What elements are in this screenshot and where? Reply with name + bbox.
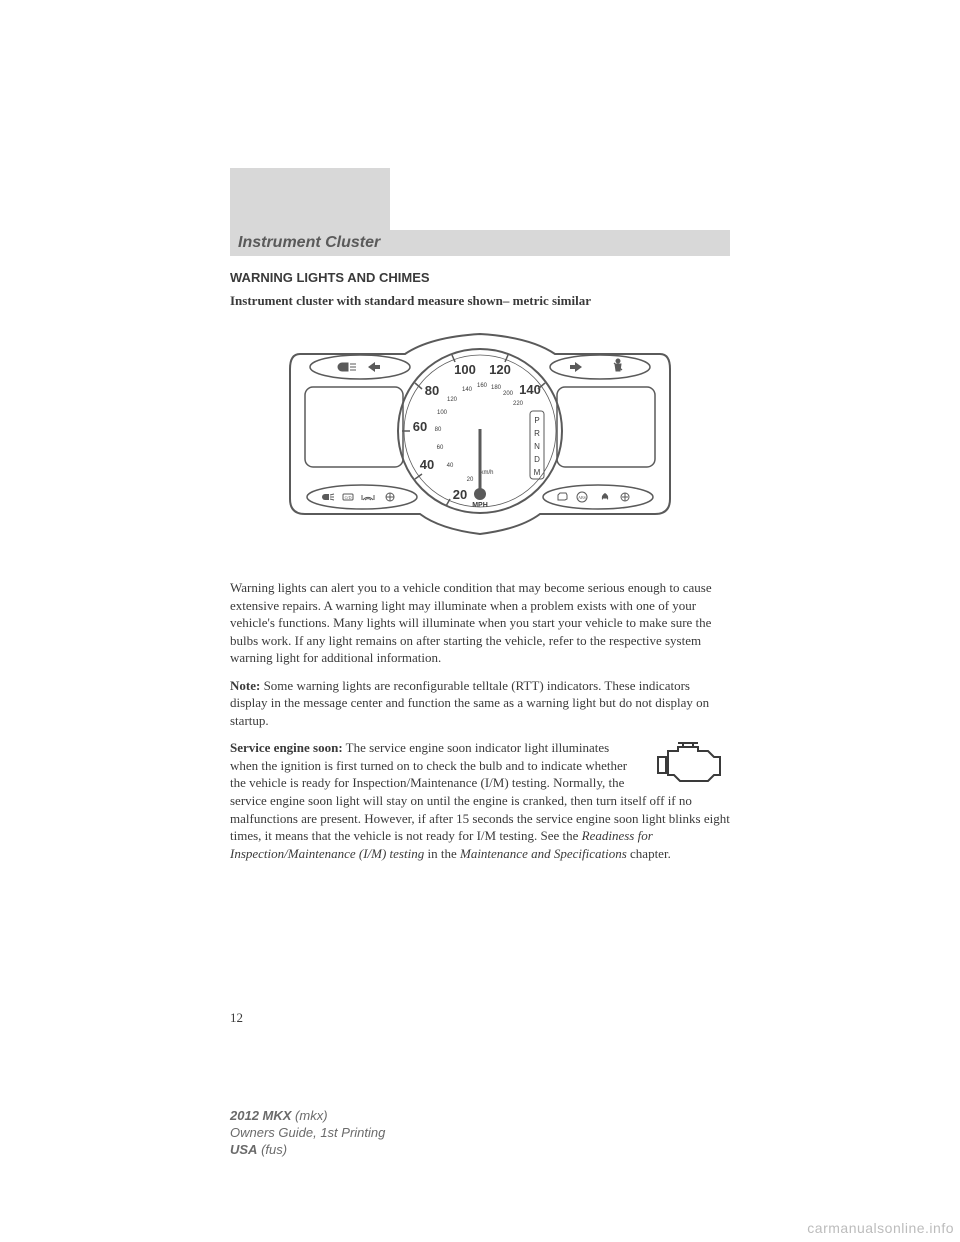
- engine-icon: [650, 739, 730, 789]
- svg-text:ABS: ABS: [578, 495, 586, 500]
- footer: 2012 MKX (mkx) Owners Guide, 1st Printin…: [230, 1108, 385, 1159]
- section-header: Instrument Cluster: [230, 230, 730, 256]
- main-heading: WARNING LIGHTS AND CHIMES: [230, 270, 730, 285]
- sub-heading: Instrument cluster with standard measure…: [230, 293, 730, 309]
- svg-text:60: 60: [437, 445, 444, 451]
- svg-text:100: 100: [437, 410, 448, 416]
- svg-text:20: 20: [467, 477, 474, 483]
- svg-text:160: 160: [477, 383, 488, 389]
- svg-text:140: 140: [462, 387, 473, 393]
- service-engine-end: chapter.: [627, 846, 671, 861]
- svg-text:80: 80: [435, 427, 442, 433]
- note-text: Some warning lights are reconfigurable t…: [230, 678, 709, 728]
- footer-line-3: USA (fus): [230, 1142, 385, 1159]
- page-content: WARNING LIGHTS AND CHIMES Instrument clu…: [230, 270, 730, 872]
- svg-text:40: 40: [447, 463, 454, 469]
- mph-20: 20: [453, 487, 467, 502]
- svg-text:O/D: O/D: [345, 495, 352, 500]
- mph-120: 120: [489, 362, 511, 377]
- svg-text:P: P: [534, 416, 539, 425]
- paragraph-1: Warning lights can alert you to a vehicl…: [230, 579, 730, 667]
- mph-80: 80: [425, 383, 439, 398]
- mph-40: 40: [420, 457, 434, 472]
- footer-line-1: 2012 MKX (mkx): [230, 1108, 385, 1125]
- service-engine-mid: in the: [424, 846, 460, 861]
- svg-text:220: 220: [513, 401, 524, 407]
- mph-60: 60: [413, 419, 427, 434]
- svg-text:200: 200: [503, 391, 514, 397]
- svg-text:120: 120: [447, 397, 458, 403]
- svg-text:D: D: [534, 455, 540, 464]
- watermark: carmanualsonline.info: [807, 1220, 954, 1236]
- instrument-cluster-diagram: O/D ABS: [270, 329, 690, 539]
- mph-100: 100: [454, 362, 476, 377]
- svg-text:N: N: [534, 442, 540, 451]
- svg-text:km/h: km/h: [480, 470, 493, 476]
- svg-text:R: R: [534, 429, 540, 438]
- service-engine-label: Service engine soon:: [230, 740, 343, 755]
- service-engine-italic-2: Maintenance and Specifications: [460, 846, 627, 861]
- svg-text:M: M: [534, 468, 541, 477]
- mph-140: 140: [519, 382, 541, 397]
- header-gray-block: [230, 168, 390, 230]
- svg-text:MPH: MPH: [472, 502, 488, 509]
- paragraph-2: Note: Some warning lights are reconfigur…: [230, 677, 730, 730]
- page-number: 12: [230, 1010, 243, 1026]
- service-engine-block: Service engine soon: The service engine …: [230, 739, 730, 862]
- svg-text:180: 180: [491, 385, 502, 391]
- note-label: Note:: [230, 678, 260, 693]
- footer-line-2: Owners Guide, 1st Printing: [230, 1125, 385, 1142]
